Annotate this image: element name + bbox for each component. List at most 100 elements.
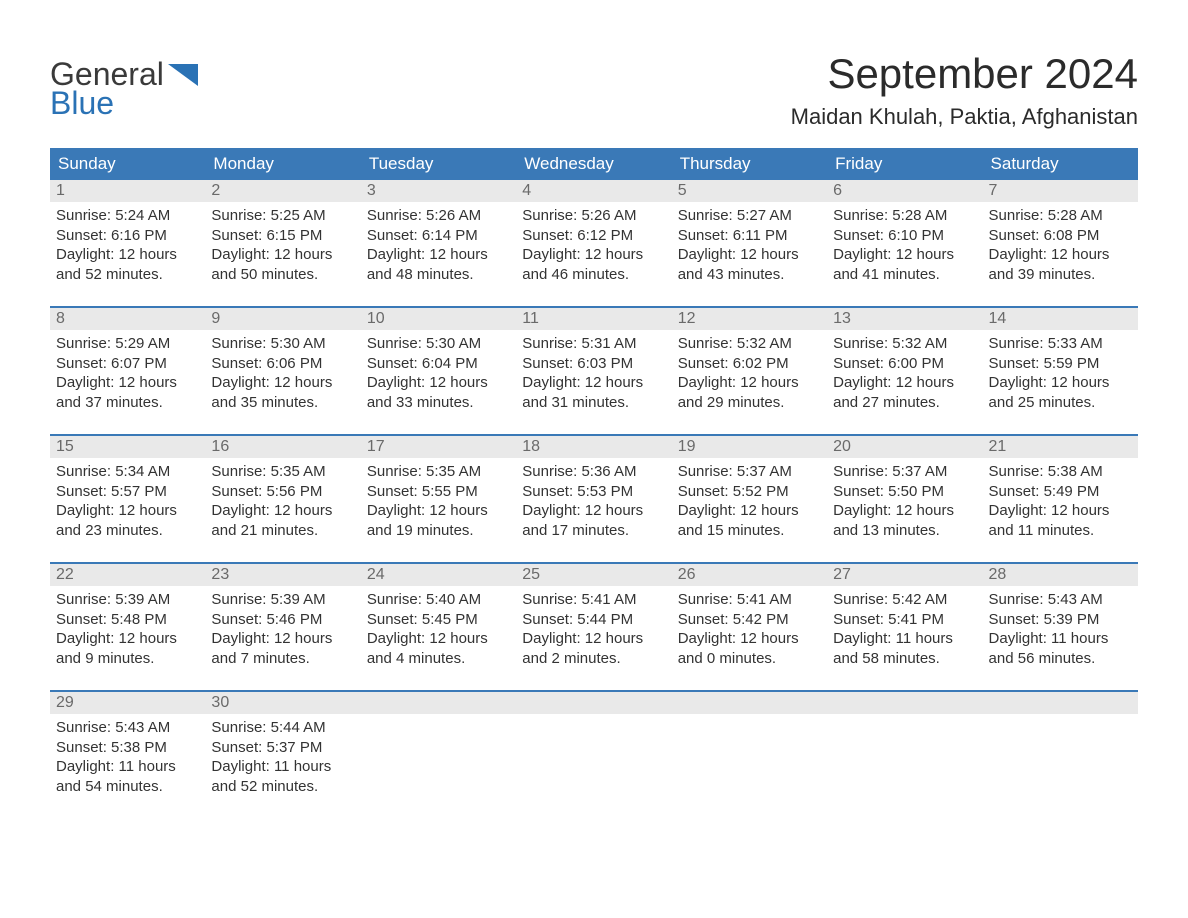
daylight-line2: and 25 minutes. (989, 393, 1132, 413)
daylight-line1: Daylight: 12 hours (833, 245, 976, 265)
daylight-line2: and 52 minutes. (56, 265, 199, 285)
sunrise-line: Sunrise: 5:41 AM (678, 590, 821, 610)
day-body: Sunrise: 5:25 AMSunset: 6:15 PMDaylight:… (205, 202, 360, 284)
day-number: 17 (361, 436, 516, 458)
day-number: 30 (205, 692, 360, 714)
day-body: Sunrise: 5:44 AMSunset: 5:37 PMDaylight:… (205, 714, 360, 796)
weeks-container: 1Sunrise: 5:24 AMSunset: 6:16 PMDaylight… (50, 180, 1138, 804)
day-number: 24 (361, 564, 516, 586)
daylight-line2: and 0 minutes. (678, 649, 821, 669)
sunrise-line: Sunrise: 5:30 AM (211, 334, 354, 354)
daylight-line2: and 54 minutes. (56, 777, 199, 797)
daylight-line1: Daylight: 11 hours (56, 757, 199, 777)
day-cell: 4Sunrise: 5:26 AMSunset: 6:12 PMDaylight… (516, 180, 671, 292)
day-body: Sunrise: 5:36 AMSunset: 5:53 PMDaylight:… (516, 458, 671, 540)
daylight-line2: and 31 minutes. (522, 393, 665, 413)
daylight-line1: Daylight: 12 hours (678, 501, 821, 521)
sunrise-line: Sunrise: 5:39 AM (56, 590, 199, 610)
day-cell: 16Sunrise: 5:35 AMSunset: 5:56 PMDayligh… (205, 436, 360, 548)
daylight-line1: Daylight: 12 hours (989, 373, 1132, 393)
sunset-line: Sunset: 5:53 PM (522, 482, 665, 502)
daylight-line1: Daylight: 12 hours (56, 501, 199, 521)
week-row: 22Sunrise: 5:39 AMSunset: 5:48 PMDayligh… (50, 562, 1138, 676)
sunset-line: Sunset: 5:50 PM (833, 482, 976, 502)
sunrise-line: Sunrise: 5:24 AM (56, 206, 199, 226)
day-body: Sunrise: 5:37 AMSunset: 5:52 PMDaylight:… (672, 458, 827, 540)
day-number: 26 (672, 564, 827, 586)
day-cell: 26Sunrise: 5:41 AMSunset: 5:42 PMDayligh… (672, 564, 827, 676)
daylight-line2: and 9 minutes. (56, 649, 199, 669)
sunset-line: Sunset: 6:06 PM (211, 354, 354, 374)
day-cell (516, 692, 671, 804)
day-number: 1 (50, 180, 205, 202)
logo-line2: Blue (50, 89, 164, 118)
day-number: 20 (827, 436, 982, 458)
daylight-line1: Daylight: 12 hours (211, 629, 354, 649)
daylight-line1: Daylight: 12 hours (367, 245, 510, 265)
daylight-line2: and 56 minutes. (989, 649, 1132, 669)
daylight-line1: Daylight: 12 hours (522, 501, 665, 521)
day-number: 5 (672, 180, 827, 202)
day-number: 21 (983, 436, 1138, 458)
day-body: Sunrise: 5:39 AMSunset: 5:46 PMDaylight:… (205, 586, 360, 668)
month-title: September 2024 (791, 50, 1138, 98)
sunrise-line: Sunrise: 5:29 AM (56, 334, 199, 354)
daylight-line1: Daylight: 12 hours (367, 629, 510, 649)
day-cell (672, 692, 827, 804)
sunset-line: Sunset: 5:59 PM (989, 354, 1132, 374)
sunset-line: Sunset: 5:52 PM (678, 482, 821, 502)
daylight-line1: Daylight: 12 hours (989, 245, 1132, 265)
day-cell: 1Sunrise: 5:24 AMSunset: 6:16 PMDaylight… (50, 180, 205, 292)
sunrise-line: Sunrise: 5:32 AM (833, 334, 976, 354)
sunset-line: Sunset: 6:11 PM (678, 226, 821, 246)
day-body: Sunrise: 5:33 AMSunset: 5:59 PMDaylight:… (983, 330, 1138, 412)
day-cell: 23Sunrise: 5:39 AMSunset: 5:46 PMDayligh… (205, 564, 360, 676)
daylight-line1: Daylight: 12 hours (211, 373, 354, 393)
sunrise-line: Sunrise: 5:34 AM (56, 462, 199, 482)
day-cell: 6Sunrise: 5:28 AMSunset: 6:10 PMDaylight… (827, 180, 982, 292)
day-number: 15 (50, 436, 205, 458)
daylight-line1: Daylight: 12 hours (833, 501, 976, 521)
day-cell: 13Sunrise: 5:32 AMSunset: 6:00 PMDayligh… (827, 308, 982, 420)
weekday-header: Friday (827, 148, 982, 180)
sunrise-line: Sunrise: 5:28 AM (833, 206, 976, 226)
day-body: Sunrise: 5:28 AMSunset: 6:08 PMDaylight:… (983, 202, 1138, 284)
day-number: 25 (516, 564, 671, 586)
daylight-line2: and 21 minutes. (211, 521, 354, 541)
sunrise-line: Sunrise: 5:25 AM (211, 206, 354, 226)
sunset-line: Sunset: 5:42 PM (678, 610, 821, 630)
day-number: 27 (827, 564, 982, 586)
sunset-line: Sunset: 6:12 PM (522, 226, 665, 246)
day-cell: 10Sunrise: 5:30 AMSunset: 6:04 PMDayligh… (361, 308, 516, 420)
day-cell: 22Sunrise: 5:39 AMSunset: 5:48 PMDayligh… (50, 564, 205, 676)
sunrise-line: Sunrise: 5:39 AM (211, 590, 354, 610)
week-row: 8Sunrise: 5:29 AMSunset: 6:07 PMDaylight… (50, 306, 1138, 420)
day-cell: 28Sunrise: 5:43 AMSunset: 5:39 PMDayligh… (983, 564, 1138, 676)
sunset-line: Sunset: 5:46 PM (211, 610, 354, 630)
sunrise-line: Sunrise: 5:42 AM (833, 590, 976, 610)
weekday-header-row: SundayMondayTuesdayWednesdayThursdayFrid… (50, 148, 1138, 180)
day-cell: 5Sunrise: 5:27 AMSunset: 6:11 PMDaylight… (672, 180, 827, 292)
day-cell: 8Sunrise: 5:29 AMSunset: 6:07 PMDaylight… (50, 308, 205, 420)
sunrise-line: Sunrise: 5:35 AM (367, 462, 510, 482)
daylight-line1: Daylight: 11 hours (833, 629, 976, 649)
sunrise-line: Sunrise: 5:40 AM (367, 590, 510, 610)
daylight-line1: Daylight: 12 hours (989, 501, 1132, 521)
day-number: 14 (983, 308, 1138, 330)
day-body: Sunrise: 5:43 AMSunset: 5:39 PMDaylight:… (983, 586, 1138, 668)
day-cell: 29Sunrise: 5:43 AMSunset: 5:38 PMDayligh… (50, 692, 205, 804)
sunset-line: Sunset: 6:14 PM (367, 226, 510, 246)
logo-text: General Blue (50, 60, 164, 119)
day-body: Sunrise: 5:37 AMSunset: 5:50 PMDaylight:… (827, 458, 982, 540)
daylight-line1: Daylight: 12 hours (211, 245, 354, 265)
daylight-line2: and 29 minutes. (678, 393, 821, 413)
day-number: 28 (983, 564, 1138, 586)
day-number: 19 (672, 436, 827, 458)
sunset-line: Sunset: 5:49 PM (989, 482, 1132, 502)
location-subtitle: Maidan Khulah, Paktia, Afghanistan (791, 104, 1138, 130)
day-number: 3 (361, 180, 516, 202)
day-number: 8 (50, 308, 205, 330)
logo: General Blue (50, 50, 198, 119)
sunrise-line: Sunrise: 5:37 AM (833, 462, 976, 482)
day-number: 22 (50, 564, 205, 586)
